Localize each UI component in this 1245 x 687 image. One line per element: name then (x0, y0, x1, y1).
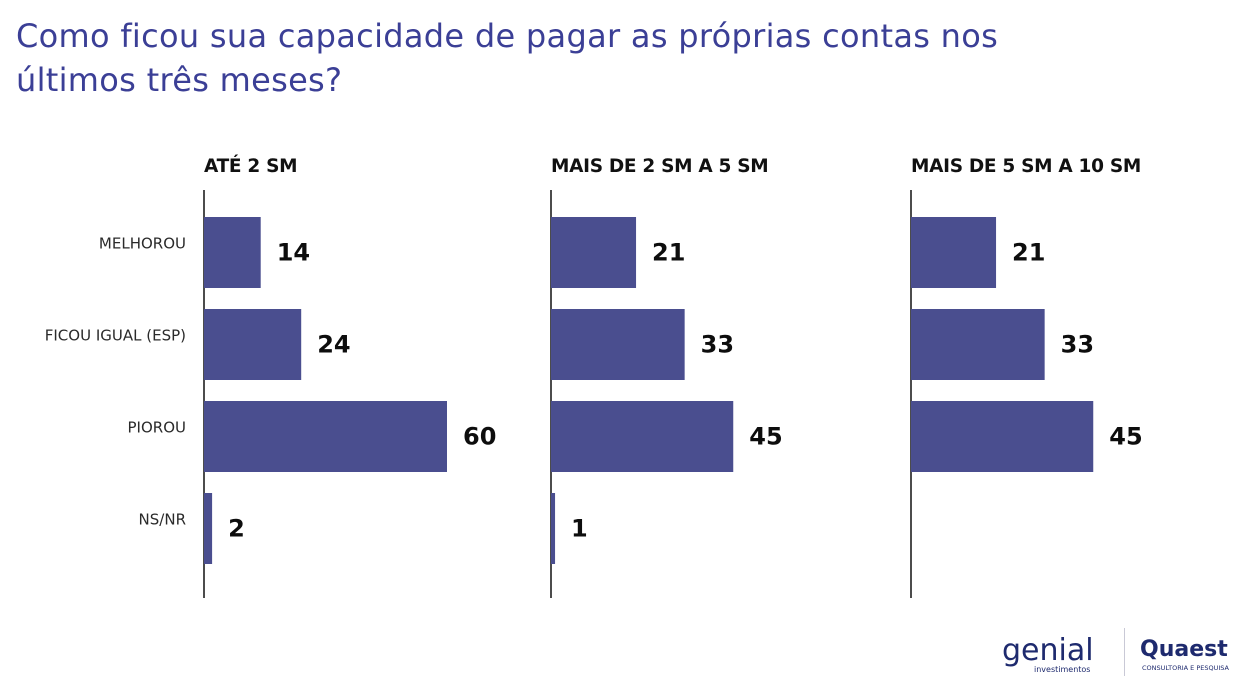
bar (204, 309, 302, 380)
bar (551, 309, 685, 380)
genial-logo-subtext: investimentos (1034, 665, 1090, 674)
bar-value-label: 24 (317, 331, 350, 359)
bar (911, 217, 997, 288)
category-label: PIOROU (128, 419, 186, 437)
panel-title: ATÉ 2 SM (204, 155, 297, 177)
panel-title: MAIS DE 5 SM A 10 SM (911, 156, 1141, 177)
category-label: MELHOROU (99, 235, 186, 253)
bar-value-label: 21 (652, 239, 685, 267)
chart-title-line-2: últimos três meses? (16, 61, 343, 99)
chart-panel: ATÉ 2 SM 14 24 60 2 (203, 155, 496, 598)
genial-logo-text: genial (1002, 633, 1094, 668)
quaest-logo-subtext: CONSULTORIA E PESQUISA (1142, 664, 1230, 672)
category-label: NS/NR (139, 511, 186, 529)
bar-value-label: 21 (1012, 239, 1045, 267)
bar (911, 401, 1094, 472)
bar (551, 493, 556, 564)
bar (204, 401, 447, 472)
genial-investimentos-logo: genial investimentos (1002, 633, 1094, 674)
chart-panel: MAIS DE 2 SM A 5 SM 21 33 45 1 (550, 156, 783, 598)
category-label: FICOU IGUAL (ESP) (45, 327, 186, 345)
logo-divider (1124, 628, 1125, 676)
chart-title: Como ficou sua capacidade de pagar as pr… (16, 14, 1166, 102)
bar (551, 401, 734, 472)
panel-title: MAIS DE 2 SM A 5 SM (551, 156, 768, 177)
bar (551, 217, 637, 288)
bar-value-label: 33 (701, 331, 734, 359)
bar (204, 217, 261, 288)
bar-value-label: 60 (463, 423, 496, 451)
bar-value-label: 1 (571, 515, 588, 543)
chart-title-line-1: Como ficou sua capacidade de pagar as pr… (16, 17, 999, 55)
bar-value-label: 2 (228, 515, 245, 543)
bar (911, 309, 1045, 380)
bar-value-label: 14 (277, 239, 310, 267)
bar (204, 493, 213, 564)
quaest-logo-text: Quaest (1140, 637, 1228, 662)
bar-value-label: 45 (1109, 423, 1142, 451)
bar-value-label: 45 (749, 423, 782, 451)
chart-panel: MAIS DE 5 SM A 10 SM 21 33 45 (910, 156, 1143, 598)
bar-value-label: 33 (1061, 331, 1094, 359)
quaest-logo: Quaest CONSULTORIA E PESQUISA (1140, 637, 1230, 672)
